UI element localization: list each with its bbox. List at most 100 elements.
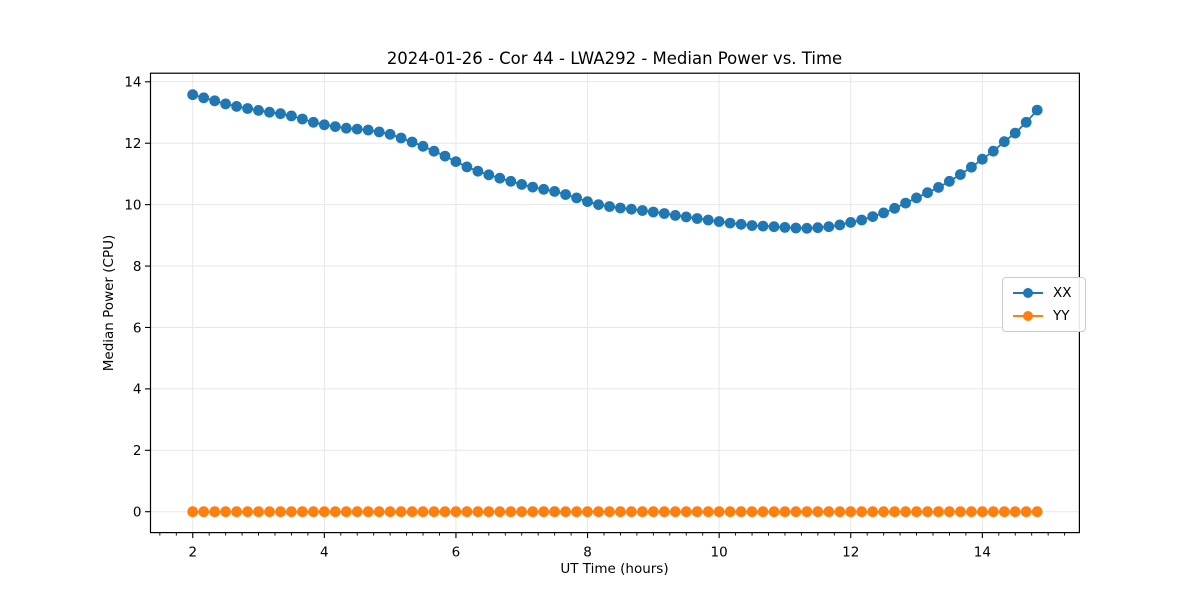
data-point — [1031, 104, 1043, 116]
series-xx — [187, 89, 1043, 234]
data-point — [867, 506, 879, 518]
data-point — [691, 506, 703, 518]
data-point — [362, 124, 374, 136]
data-point — [406, 136, 418, 148]
data-point — [538, 183, 550, 195]
data-point — [450, 506, 462, 518]
data-point — [384, 506, 396, 518]
data-point — [856, 506, 868, 518]
data-point — [647, 506, 659, 518]
data-point — [615, 506, 626, 518]
x-axis: 2 4 6 8 10 12 14 — [159, 532, 1066, 561]
data-point — [911, 192, 922, 204]
data-point — [900, 197, 911, 209]
x-tick-label: 4 — [320, 545, 329, 561]
data-point — [516, 179, 528, 190]
x-tick-label: 6 — [452, 545, 461, 561]
data-point — [658, 208, 670, 219]
data-point — [724, 506, 736, 518]
data-point — [571, 506, 582, 518]
data-point — [417, 140, 429, 152]
y-tick-label: 4 — [133, 382, 142, 398]
data-point — [571, 192, 582, 204]
data-point — [889, 202, 900, 214]
data-point — [856, 214, 868, 226]
data-point — [987, 145, 999, 157]
x-tick-label: 2 — [188, 545, 197, 561]
data-point — [417, 506, 429, 518]
data-point — [746, 220, 758, 231]
data-point — [198, 506, 210, 518]
data-point — [944, 506, 955, 518]
data-point — [329, 506, 341, 518]
data-point — [922, 187, 933, 199]
series-yy — [187, 506, 1043, 518]
data-point — [1009, 127, 1021, 139]
x-tick-label: 12 — [842, 545, 859, 561]
data-point — [198, 92, 210, 104]
data-point — [428, 145, 440, 157]
data-point — [900, 506, 911, 518]
data-point — [746, 506, 758, 518]
data-point — [724, 217, 736, 229]
data-point — [735, 218, 747, 230]
y-axis: 0 2 4 6 8 10 12 14 — [124, 75, 151, 521]
data-point — [549, 186, 560, 197]
data-point — [275, 108, 286, 120]
data-point — [286, 110, 297, 122]
data-point — [220, 98, 232, 110]
data-point — [275, 506, 286, 518]
data-point — [461, 506, 473, 518]
data-point — [812, 506, 824, 518]
data-point — [351, 123, 363, 135]
data-point — [439, 506, 451, 518]
data-point — [713, 216, 725, 227]
data-point — [384, 128, 396, 140]
data-point — [516, 506, 528, 518]
data-point — [647, 206, 659, 218]
y-tick-label: 12 — [124, 136, 141, 152]
data-point — [933, 182, 944, 193]
data-point — [395, 132, 407, 144]
y-tick-label: 6 — [133, 320, 142, 336]
data-point — [757, 506, 769, 518]
data-point — [340, 506, 352, 518]
data-point — [691, 213, 703, 224]
data-point — [220, 506, 232, 518]
data-point — [702, 214, 714, 226]
data-point — [801, 506, 813, 518]
data-point — [878, 207, 889, 219]
data-point — [373, 126, 385, 138]
data-point — [242, 103, 254, 114]
data-point — [351, 506, 363, 518]
data-point — [768, 506, 780, 518]
data-point — [658, 506, 670, 518]
data-point — [318, 506, 330, 518]
data-point — [209, 95, 221, 107]
data-point — [604, 506, 615, 518]
x-tick-label: 14 — [974, 545, 991, 561]
data-point — [779, 506, 791, 518]
data-point — [669, 210, 681, 221]
chart-title: 2024-01-26 - Cor 44 - LWA292 - Median Po… — [386, 49, 843, 68]
data-point — [867, 211, 879, 223]
data-point — [768, 221, 780, 233]
data-point — [966, 506, 977, 518]
data-point — [308, 116, 319, 128]
x-axis-label: UT Time (hours) — [560, 561, 669, 577]
data-point — [878, 506, 889, 518]
data-point — [779, 222, 791, 233]
data-point — [209, 506, 221, 518]
data-point — [483, 506, 495, 518]
data-point — [582, 506, 593, 518]
data-point — [889, 506, 900, 518]
data-point — [253, 506, 264, 518]
data-point — [735, 506, 747, 518]
data-point — [823, 221, 835, 233]
data-point — [494, 172, 506, 184]
data-point — [538, 506, 550, 518]
legend-item-xx: XX — [1013, 285, 1072, 301]
data-point — [702, 506, 714, 518]
legend: XX YY — [1002, 277, 1086, 332]
